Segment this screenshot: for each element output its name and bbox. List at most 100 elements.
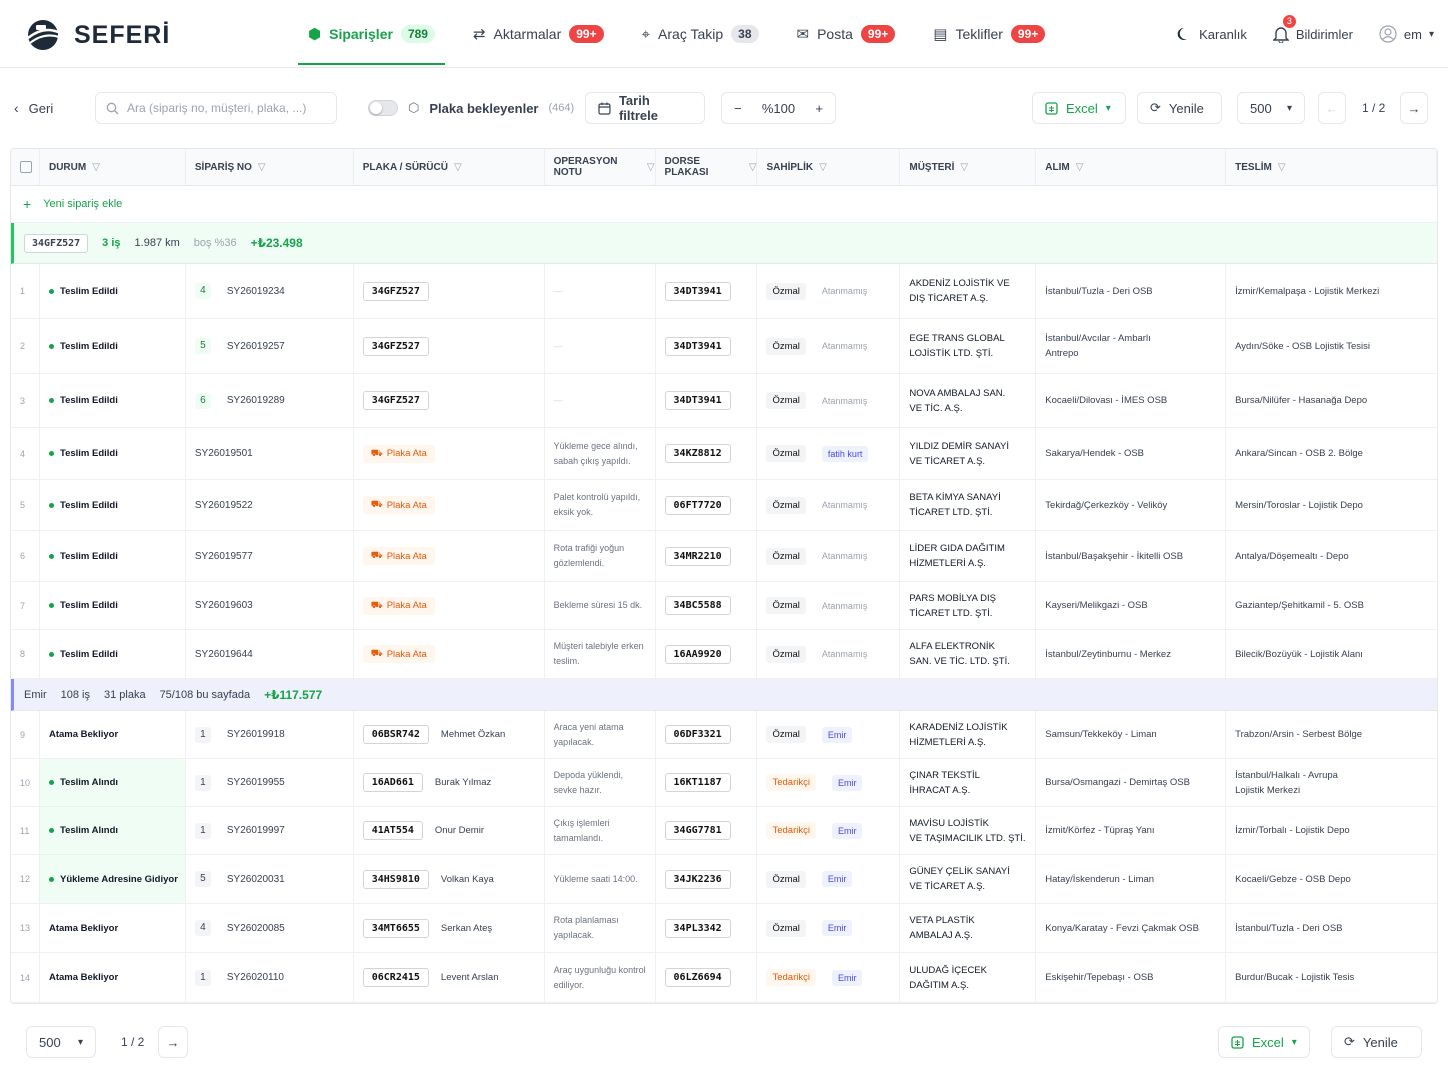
back-button[interactable]: ‹ Geri [14,92,53,124]
table-row[interactable]: 3 Teslim Edildi 6 SY26019289 34GFZ527 — 34DT39… [11,374,1437,428]
column-header[interactable]: MÜŞTERİ ▽ [900,149,1037,185]
search-input[interactable]: Ara (sipariş no, müşteri, plaka, ...) [95,92,337,124]
filter-icon[interactable]: ▽ [1277,161,1286,173]
plate-badge[interactable]: 41AT554 [362,821,423,840]
zoom-out-button[interactable]: − [734,100,742,116]
column-header[interactable]: SİPARİŞ NO ▽ [186,149,354,185]
plate-badge[interactable]: 34GFZ527 [362,336,429,356]
tab-1[interactable]: ⇄ Aktarmalar 99+ [463,0,614,68]
plate-badge[interactable]: 34MT6655 [362,918,429,938]
table-row[interactable]: 11 Teslim Alındı 1 SY26019997 41AT554 Onur De… [11,807,1437,855]
next-page-button[interactable]: → [1400,92,1428,124]
assignee-badge[interactable]: fatih kurt [821,445,869,462]
page-size-select[interactable]: 500 ▾ [1237,92,1305,124]
assignee-badge[interactable]: Atanmamış [821,395,868,406]
assign-plate-button[interactable]: ⛟ Plaka Ata [362,444,435,463]
plate-badge[interactable]: 34GFZ527 [362,391,429,410]
assignee-group-header[interactable]: Emir 108 iş 31 plaka 75/108 bu sayfada +… [11,679,1437,711]
filter-icon[interactable]: ▽ [748,161,757,173]
footer-refresh-button[interactable]: ⟳ Yenile [1331,1026,1422,1058]
filter-icon[interactable]: ▽ [960,161,969,173]
assignee-badge[interactable]: Atanmamış [821,286,868,296]
filter-icon[interactable]: ▽ [453,161,462,173]
plate-badge[interactable]: 06BSR742 [362,725,429,744]
select-all-checkbox[interactable] [11,149,40,185]
filter-icon[interactable]: ▽ [92,161,100,173]
assignee-badge[interactable]: Emir [821,726,853,743]
vehicle-group-header[interactable]: 34GFZ527 3 iş 1.987 km boş %36 +₺23.498 [11,223,1437,264]
filter-icon[interactable]: ▽ [646,161,655,173]
assignee-badge[interactable]: Atanmamış [821,551,868,561]
excel-button[interactable]: Excel ▾ [1032,92,1126,124]
order-number[interactable]: SY26019522 [194,499,253,511]
assignee-badge[interactable]: Emir [831,822,863,839]
table-row[interactable]: 13 Atama Bekliyor 4 SY26020085 34MT6655 Serka… [11,904,1437,953]
table-row[interactable]: 9 Atama Bekliyor 1 SY26019918 06BSR742 Mehmet… [11,711,1437,759]
filter-icon[interactable]: ▽ [257,161,266,173]
filter-icon[interactable]: ▽ [819,161,827,173]
assignee-badge[interactable]: Atanmamış [821,341,868,351]
assign-plate-button[interactable]: ⛟ Plaka Ata [362,645,435,663]
assign-plate-button[interactable]: ⛟ Plaka Ata [362,496,435,514]
assignee-badge[interactable]: Atanmamış [821,500,868,510]
add-order-row[interactable]: + Yeni sipariş ekle [11,186,1437,223]
column-header[interactable]: SAHİPLİK ▽ [757,149,901,185]
column-header[interactable]: PLAKA / SÜRÜCÜ ▽ [354,149,545,185]
date-filter-button[interactable]: Tarih filtrele [585,92,705,124]
assign-plate-button[interactable]: ⛟ Plaka Ata [362,596,435,615]
order-number[interactable]: SY26019603 [194,600,253,611]
plate-badge[interactable]: 34GFZ527 [362,281,429,301]
tab-0[interactable]: ⬢ Siparişler 789 [298,0,445,68]
column-header[interactable]: ALIM ▽ [1036,149,1227,185]
column-header[interactable]: OPERASYON NOTU ▽ [545,149,656,185]
plate-pending-toggle[interactable] [368,100,398,116]
tab-3[interactable]: ✉ Posta 99+ [787,0,906,68]
notifications-button[interactable]: 3 Bildirimler [1272,15,1353,43]
assignee-badge[interactable]: Emir [831,774,863,791]
assignee-badge[interactable]: Emir [821,920,853,936]
table-row[interactable]: 6 Teslim Edildi SY26019577 ⛟ Plaka Ata Rota t… [11,531,1437,582]
order-number[interactable]: SY26019577 [194,550,253,562]
plate-pending-filter[interactable]: ⬡ Plaka bekleyenler (464) [368,92,574,124]
footer-excel-button[interactable]: Excel ▾ [1218,1026,1310,1058]
table-row[interactable]: 4 Teslim Edildi SY26019501 ⛟ Plaka Ata Yüklem… [11,428,1437,480]
zoom-in-button[interactable]: + [815,100,823,116]
order-number[interactable]: SY26019918 [226,729,285,740]
assignee-badge[interactable]: Emir [831,969,863,986]
order-number[interactable]: SY26019501 [194,448,253,459]
plate-badge[interactable]: 34HS9810 [362,869,429,889]
table-row[interactable]: 5 Teslim Edildi SY26019522 ⛟ Plaka Ata Palet … [11,480,1437,531]
order-number[interactable]: SY26019289 [226,395,285,406]
order-number[interactable]: SY26019234 [226,285,285,297]
order-number[interactable]: SY26020110 [226,972,284,983]
order-number[interactable]: SY26019257 [226,340,285,352]
footer-next-page-button[interactable]: → [158,1026,188,1058]
table-row[interactable]: 14 Atama Bekliyor 1 SY26020110 06CR2415 Leven… [11,953,1437,1003]
table-row[interactable]: 8 Teslim Edildi SY26019644 ⛟ Plaka Ata Müşter… [11,630,1437,679]
tab-2[interactable]: ⌖ Araç Takip 38 [632,0,769,68]
user-menu[interactable]: em ▾ [1379,25,1434,43]
column-header[interactable]: DURUM ▽ [40,149,186,185]
assignee-badge[interactable]: Atanmamış [821,649,868,659]
assignee-badge[interactable]: Atanmamış [821,600,868,611]
order-number[interactable]: SY26019644 [194,648,253,660]
column-header[interactable]: TESLİM ▽ [1226,149,1437,185]
column-header[interactable]: DORSE PLAKASI ▽ [656,149,758,185]
plate-badge[interactable]: 16AD661 [362,773,423,792]
order-number[interactable]: SY26019997 [226,825,285,836]
assign-plate-button[interactable]: ⛟ Plaka Ata [362,547,435,565]
footer-page-size-select[interactable]: 500 ▾ [26,1026,96,1058]
table-row[interactable]: 10 Teslim Alındı 1 SY26019955 16AD661 Burak Y… [11,759,1437,807]
brand-logo[interactable]: SEFERİ [24,16,170,54]
refresh-button[interactable]: ⟳ Yenile [1137,92,1222,124]
table-row[interactable]: 7 Teslim Edildi SY26019603 ⛟ Plaka Ata Beklem… [11,582,1437,630]
assignee-badge[interactable]: Emir [821,871,853,887]
order-number[interactable]: SY26020085 [226,922,285,934]
theme-toggle[interactable]: Karanlık [1176,26,1247,42]
tab-4[interactable]: ▤ Teklifler 99+ [923,0,1055,68]
table-row[interactable]: 2 Teslim Edildi 5 SY26019257 34GFZ527 — 34DT39… [11,319,1437,374]
order-number[interactable]: SY26019955 [226,777,285,788]
prev-page-button[interactable]: ← [1318,92,1346,124]
filter-icon[interactable]: ▽ [1075,161,1084,173]
order-number[interactable]: SY26020031 [226,873,285,885]
